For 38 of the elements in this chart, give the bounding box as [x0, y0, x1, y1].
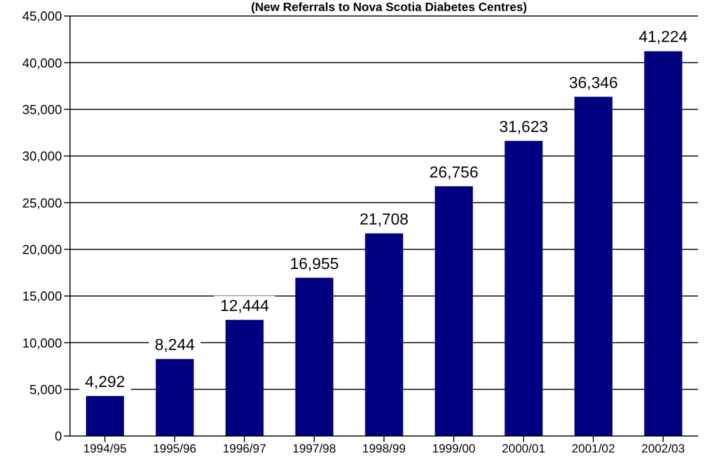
- x-tick-label: 2002/03: [641, 442, 686, 456]
- y-tick-label: 10,000: [22, 335, 62, 350]
- bar: [574, 96, 612, 436]
- data-label: 16,955: [290, 256, 339, 273]
- data-label: 21,708: [360, 211, 409, 228]
- x-tick-label: 1998/99: [362, 442, 406, 456]
- x-tick-label: 1997/98: [292, 442, 336, 456]
- y-tick-label: 40,000: [22, 55, 62, 70]
- bar: [156, 359, 194, 436]
- data-label: 26,756: [429, 164, 478, 182]
- y-tick-label: 20,000: [22, 242, 62, 257]
- x-tick-label: 2001/02: [572, 442, 616, 456]
- bar: [86, 396, 124, 436]
- data-label: 31,623: [499, 118, 548, 136]
- y-tick-label: 5,000: [29, 382, 62, 397]
- y-tick-label: 35,000: [22, 102, 62, 117]
- y-tick-label: 25,000: [22, 195, 62, 210]
- bar: [644, 51, 682, 436]
- y-tick-label: 45,000: [22, 8, 62, 24]
- x-tick-label: 1999/00: [432, 442, 476, 456]
- x-tick-label: 1994/95: [83, 442, 127, 456]
- bar: [295, 278, 334, 436]
- y-tick-label: 30,000: [22, 148, 62, 164]
- x-tick-label: 1996/97: [222, 442, 266, 456]
- chart-title: (New Referrals to Nova Scotia Diabetes Centres): [250, 0, 528, 14]
- y-tick-label: 0: [54, 428, 62, 444]
- bar: [504, 140, 543, 436]
- data-label: 12,444: [220, 298, 270, 315]
- x-tick-label: 1995/96: [152, 442, 197, 456]
- data-label: 41,224: [638, 29, 688, 46]
- x-tick-label: 2000/01: [502, 442, 546, 456]
- bar: [434, 186, 473, 436]
- data-label: 4,292: [84, 374, 126, 391]
- bar: [226, 320, 264, 436]
- data-label: 8,244: [154, 337, 195, 354]
- bar: [365, 233, 404, 436]
- data-label: 36,346: [568, 74, 618, 92]
- y-tick-label: 15,000: [22, 288, 62, 304]
